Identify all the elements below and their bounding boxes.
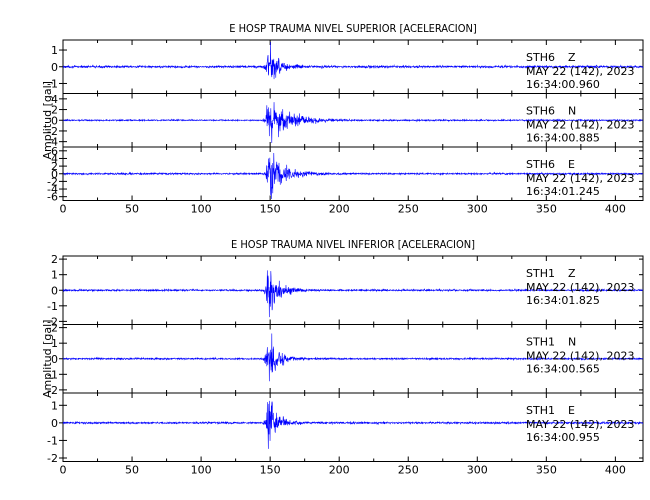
record-time: 16:34:00.885	[526, 132, 600, 145]
x-tick-label: 100	[191, 464, 212, 477]
component-code: E	[568, 158, 575, 171]
record-date: MAY 22 (142), 2023	[526, 65, 634, 78]
record-date: MAY 22 (142), 2023	[526, 350, 634, 363]
y-tick-label: -1	[47, 368, 58, 381]
x-tick-label: 250	[398, 464, 419, 477]
x-tick-label: 100	[191, 203, 212, 216]
waveform-trace	[62, 270, 644, 318]
y-tick-label: 0	[51, 284, 58, 297]
y-tick-label: -2	[47, 452, 58, 465]
station-code: STH1	[526, 336, 555, 349]
y-tick-label: -1	[47, 77, 58, 90]
x-tick-label: 400	[605, 464, 626, 477]
waveform-trace	[62, 41, 644, 80]
x-tick-label: 200	[329, 203, 350, 216]
station-code: STH6	[526, 105, 555, 118]
y-tick-label: 0	[51, 353, 58, 366]
component-code: Z	[568, 51, 576, 64]
y-tick-label: -4	[47, 136, 58, 149]
y-tick-label: 1	[51, 337, 58, 350]
record-date: MAY 22 (142), 2023	[526, 281, 634, 294]
record-time: 16:34:00.955	[526, 431, 600, 444]
waveform-trace	[62, 400, 644, 449]
component-code: Z	[568, 267, 576, 280]
waveform-trace	[62, 152, 644, 199]
y-tick-label: -6	[47, 191, 58, 204]
x-tick-label: 200	[329, 464, 350, 477]
x-tick-label: 50	[125, 464, 139, 477]
chart-title: E HOSP TRAUMA NIVEL SUPERIOR [ACELERACIO…	[229, 22, 477, 35]
y-tick-label: -2	[47, 125, 58, 138]
y-axis-label: Amplitud [gal]	[41, 81, 54, 159]
y-tick-label: 2	[51, 160, 58, 173]
x-tick-label: 50	[125, 203, 139, 216]
station-label: STH1 N	[526, 336, 576, 349]
y-tick-label: 0	[51, 61, 58, 74]
x-tick-label: 350	[536, 464, 557, 477]
component-code: N	[568, 105, 576, 118]
record-time: 16:34:01.245	[526, 185, 600, 198]
record-date: MAY 22 (142), 2023	[526, 172, 634, 185]
channel-frame	[62, 392, 644, 462]
x-tick-label: 300	[467, 464, 488, 477]
x-tick-label: 150	[260, 203, 281, 216]
x-tick-label: 350	[536, 203, 557, 216]
y-tick-label: 1	[51, 269, 58, 282]
station-label: STH6 Z	[526, 51, 576, 64]
station-label: STH1 E	[526, 404, 575, 417]
y-tick-label: 0	[51, 168, 58, 181]
y-tick-label: 0	[51, 114, 58, 127]
station-label: STH6 N	[526, 105, 576, 118]
x-tick-label: 250	[398, 203, 419, 216]
record-time: 16:34:01.825	[526, 294, 600, 307]
record-time: 16:34:00.960	[526, 78, 600, 91]
chart-panel-1: E HOSP TRAUMA NIVEL SUPERIOR [ACELERACIO…	[41, 22, 644, 216]
record-date: MAY 22 (142), 2023	[526, 418, 634, 431]
y-axis-label: Amplitud [gal]	[41, 320, 54, 398]
y-tick-label: 2	[51, 253, 58, 266]
station-label: STH1 Z	[526, 267, 576, 280]
y-tick-label: -2	[47, 175, 58, 188]
station-code: STH1	[526, 267, 555, 280]
component-code: N	[568, 336, 576, 349]
chart-panel-2: E HOSP TRAUMA NIVEL INFERIOR [ACELERACIO…	[41, 238, 644, 477]
record-time: 16:34:00.565	[526, 363, 600, 376]
y-tick-label: -1	[47, 300, 58, 313]
y-tick-label: -1	[47, 434, 58, 447]
y-tick-label: 4	[51, 93, 58, 106]
station-code: STH6	[526, 51, 555, 64]
y-tick-label: 0	[51, 417, 58, 430]
y-tick-label: 1	[51, 399, 58, 412]
x-tick-label: 400	[605, 203, 626, 216]
y-tick-label: -2	[47, 384, 58, 397]
y-tick-label: -2	[47, 315, 58, 328]
waveform-trace	[62, 102, 643, 143]
component-code: E	[568, 404, 575, 417]
y-tick-label: 6	[51, 145, 58, 158]
record-date: MAY 22 (142), 2023	[526, 119, 634, 132]
station-code: STH6	[526, 158, 555, 171]
x-tick-label: 150	[260, 464, 281, 477]
x-tick-label: 0	[60, 203, 67, 216]
x-tick-label: 300	[467, 203, 488, 216]
x-tick-label: 0	[60, 464, 67, 477]
waveform-trace	[62, 333, 644, 382]
chart-title: E HOSP TRAUMA NIVEL INFERIOR [ACELERACIO…	[231, 238, 475, 251]
y-tick-label: 2	[51, 104, 58, 117]
y-tick-label: -4	[47, 183, 58, 196]
y-tick-label: 2	[51, 322, 58, 335]
y-tick-label: 1	[51, 44, 58, 57]
station-code: STH1	[526, 404, 555, 417]
station-label: STH6 E	[526, 158, 575, 171]
y-tick-label: 4	[51, 152, 58, 165]
